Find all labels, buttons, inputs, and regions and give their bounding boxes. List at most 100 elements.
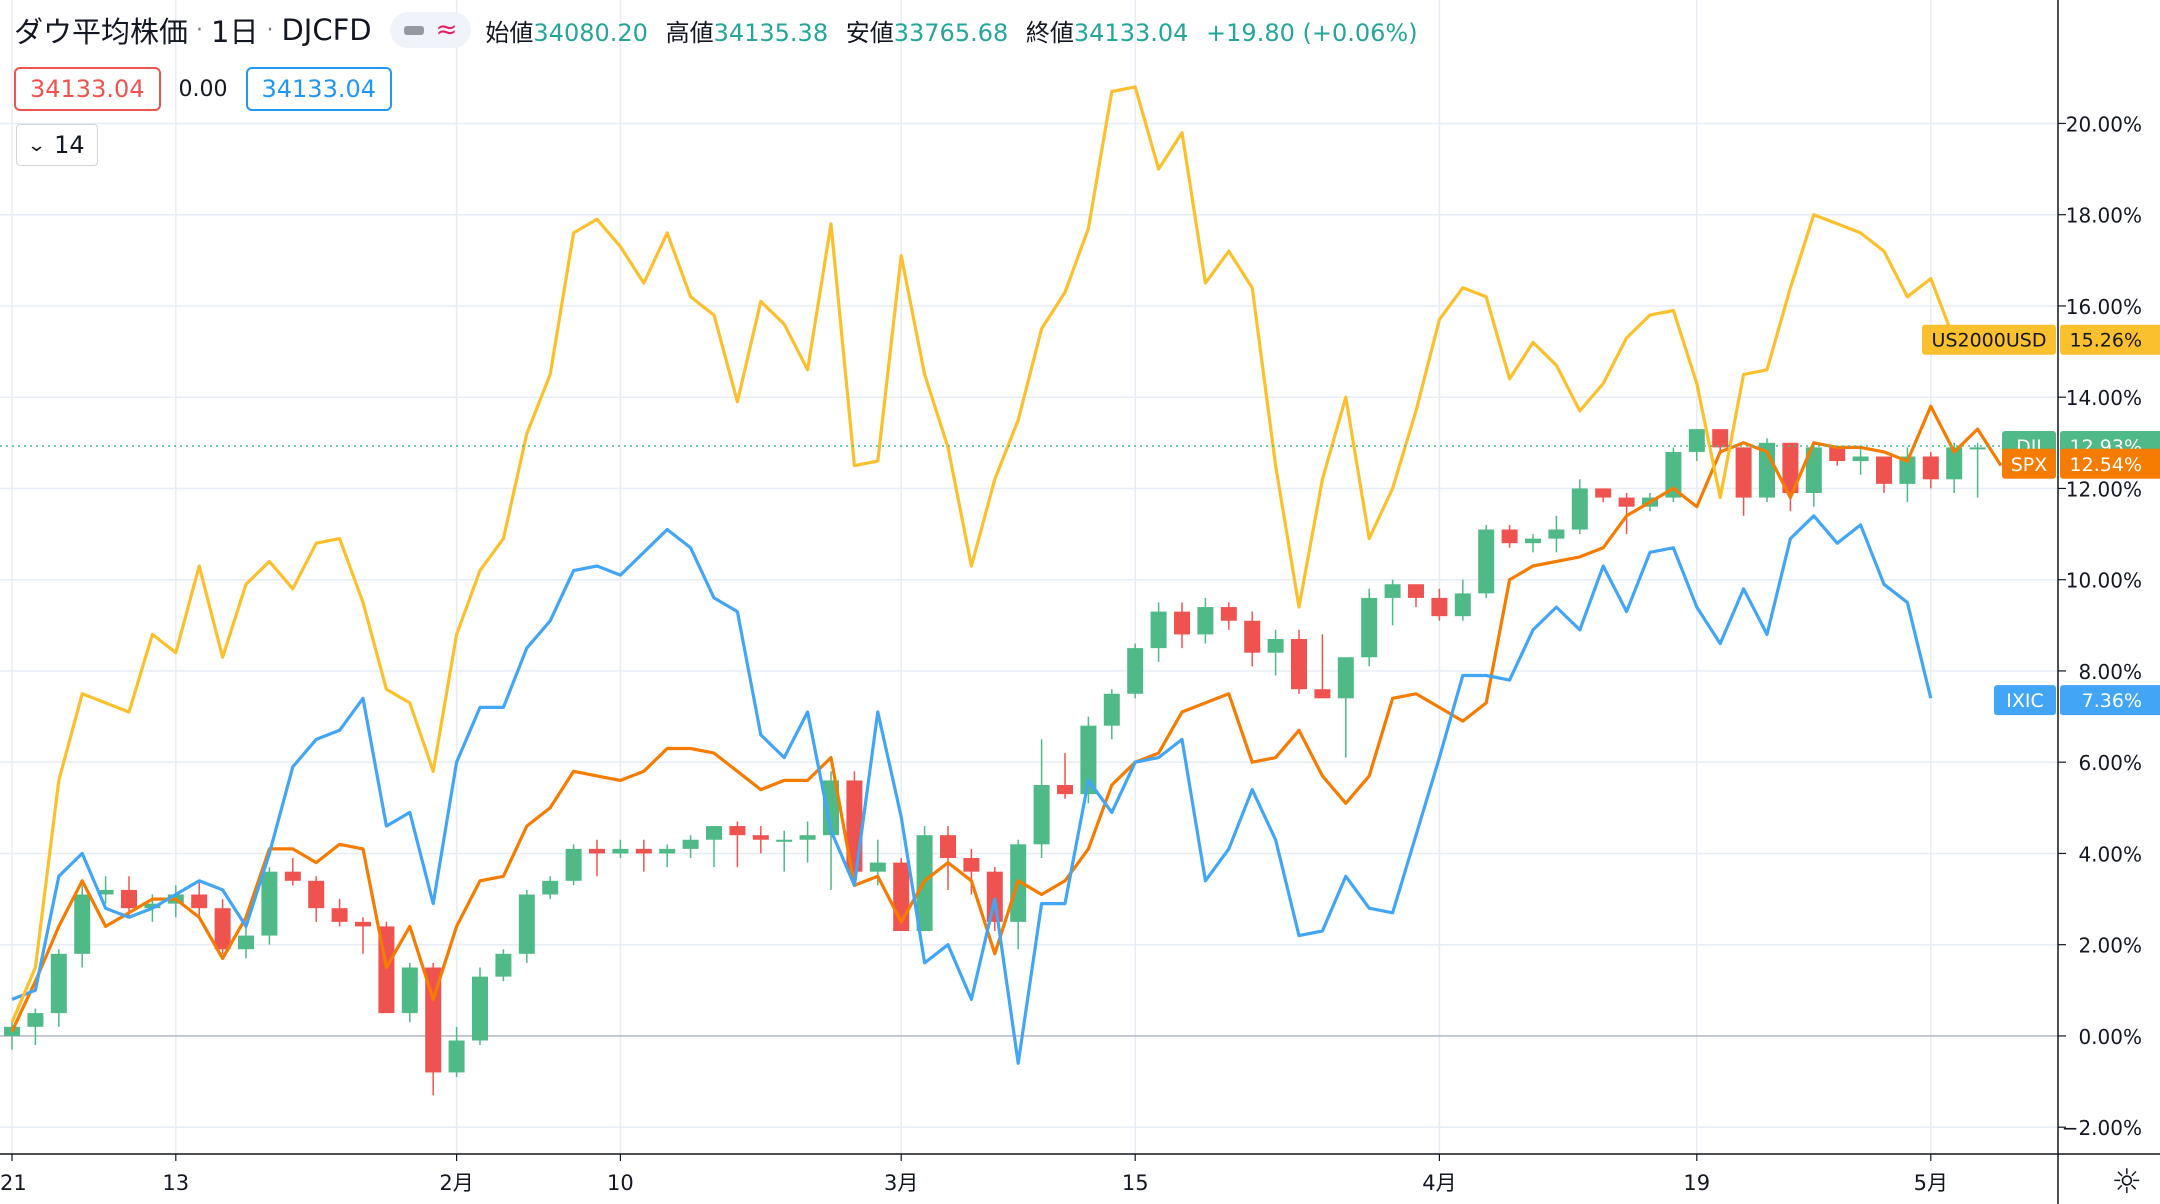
y-tick-label: 16.00% — [2066, 295, 2142, 319]
high-value: 34135.38 — [713, 18, 829, 47]
candle-body — [1525, 538, 1541, 544]
header-tool-pill: ≈ — [389, 12, 472, 48]
buy-button[interactable]: 34133.04 — [245, 67, 393, 111]
series-line-spx — [10, 404, 2003, 1033]
grid-lines — [0, 0, 2058, 1154]
x-tick-label: 4月 — [1422, 1171, 1456, 1195]
candle-body — [284, 871, 301, 881]
candle-body — [401, 967, 418, 1014]
y-tick-label: 10.00% — [2066, 569, 2142, 593]
exchange-label: DJCFD — [281, 13, 372, 47]
low-label: 安値 — [845, 18, 894, 47]
change-value: +19.80 (+0.06%) — [1206, 18, 1418, 47]
candle-body — [1431, 597, 1448, 617]
y-tick-label: 8.00% — [2078, 660, 2142, 684]
candle-body — [425, 967, 442, 1073]
candle-body — [495, 953, 512, 977]
candle-body — [659, 848, 676, 854]
candle-body — [1314, 689, 1331, 699]
candle-body — [963, 858, 980, 872]
y-tick-label: 2.00% — [2078, 934, 2142, 958]
candle-body — [1548, 529, 1565, 539]
candle-body — [121, 889, 137, 909]
candle-body — [1103, 693, 1120, 726]
gear-icon[interactable]: ☼ — [2111, 1162, 2142, 1202]
candle-body — [518, 894, 535, 954]
candle-body — [1244, 620, 1261, 653]
candle-body — [97, 889, 114, 895]
candle-body — [1805, 447, 1822, 493]
y-tick-label: 20.00% — [2066, 112, 2142, 136]
close-label: 終値 — [1025, 18, 1074, 47]
candle-body — [776, 839, 793, 842]
separator-dot: · — [196, 17, 204, 43]
price-label-name-box — [1922, 324, 2056, 355]
candle-body — [1174, 611, 1190, 635]
candle-body — [191, 894, 208, 909]
open-value: 34080.20 — [533, 18, 648, 47]
candle-body — [238, 935, 254, 950]
price-axis-bg — [2058, 0, 2160, 1204]
candle-body — [331, 908, 348, 922]
close-value: 34133.04 — [1073, 18, 1189, 47]
candle-body — [1665, 451, 1682, 498]
candle-body — [472, 976, 488, 1041]
candle-body — [27, 1013, 44, 1027]
minus-icon[interactable] — [403, 25, 424, 35]
price-label-ixic: IXIC 7.36% — [1994, 685, 2160, 716]
x-tick-label: 3月 — [884, 1171, 918, 1195]
candle-body — [565, 848, 582, 881]
price-label-value: 12.54% — [2070, 454, 2142, 476]
candle-body — [214, 908, 231, 950]
candle-body — [50, 953, 67, 1014]
candle-body — [1057, 785, 1073, 795]
x-tick-label: 13 — [162, 1171, 189, 1195]
candle-body — [1735, 447, 1752, 498]
series-line-ixic — [11, 514, 1933, 1065]
candle-body — [752, 835, 769, 840]
candle-body — [1876, 456, 1892, 484]
candle-body — [729, 826, 746, 836]
approx-icon[interactable]: ≈ — [435, 15, 458, 45]
candle-body — [1033, 785, 1050, 845]
y-tick-label: −2.00% — [2062, 1116, 2142, 1140]
trade-panel: 34133.04 0.00 34133.04 — [14, 66, 393, 112]
candle-body — [1291, 639, 1307, 690]
series-line-us2000usd — [10, 85, 1956, 1023]
x-tick-label: 19 — [1683, 1171, 1710, 1195]
candle-body — [448, 1040, 465, 1073]
candle-body — [1454, 593, 1471, 617]
interval-label[interactable]: 1日 — [211, 15, 259, 49]
y-tick-label: 0.00% — [2078, 1025, 2142, 1049]
y-tick-label: 14.00% — [2066, 386, 2142, 410]
symbol-name[interactable]: ダウ平均株価 — [14, 15, 189, 49]
price-label-name-box — [2002, 448, 2056, 479]
x-tick-label: 15 — [1122, 1171, 1149, 1195]
sell-button[interactable]: 34133.04 — [14, 67, 161, 111]
candle-body — [144, 903, 161, 909]
candle-body — [1782, 442, 1799, 493]
candle-body — [706, 826, 722, 840]
indicators-toggle[interactable]: ⌄ 14 — [16, 124, 98, 166]
price-label-value-box — [2060, 685, 2160, 716]
x-tick-label: 21 — [0, 1171, 27, 1195]
candle-body — [1384, 584, 1401, 598]
candle-body — [589, 848, 605, 854]
candle-body — [1408, 584, 1424, 598]
candle-body — [1595, 488, 1612, 498]
price-label-us2000usd: US2000USD 15.26% — [1922, 324, 2160, 355]
candle-body — [1829, 447, 1846, 462]
candle-body — [823, 780, 839, 836]
candle-body — [1501, 529, 1518, 544]
candle-body — [940, 835, 956, 858]
candle-body — [1127, 648, 1144, 694]
candle-body — [542, 880, 559, 895]
time-axis-bg — [0, 1154, 2160, 1204]
price-label-name: US2000USD — [1932, 330, 2047, 352]
price-label-value-box — [2060, 324, 2160, 355]
candle-body — [308, 880, 325, 909]
price-label-value-box — [2060, 448, 2160, 479]
candle-body — [1150, 611, 1167, 649]
spread-value: 0.00 — [178, 76, 228, 102]
